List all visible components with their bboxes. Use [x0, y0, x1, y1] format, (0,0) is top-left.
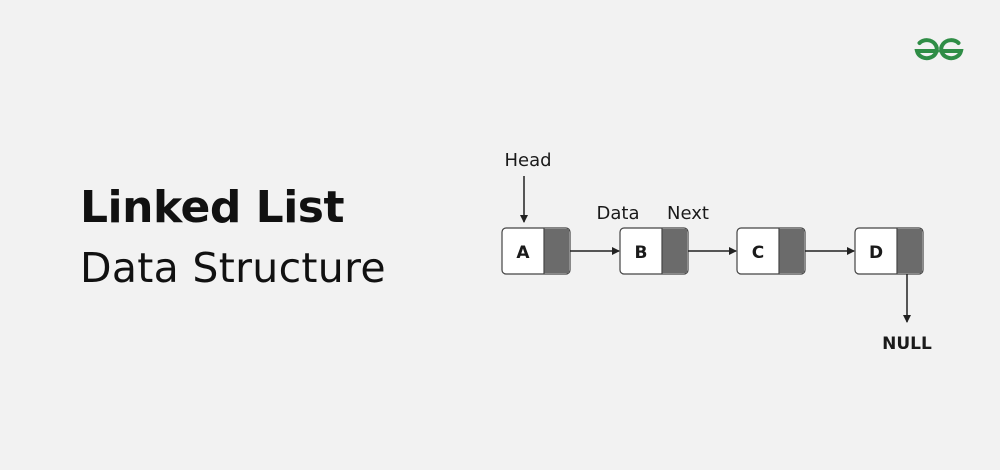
node-a: A	[501, 227, 571, 275]
title-line-2: Data Structure	[80, 244, 386, 292]
node-label: A	[516, 243, 530, 263]
node-label: D	[869, 243, 883, 263]
node-d: D	[854, 227, 924, 275]
node-c: C	[736, 227, 806, 275]
node-next-cell	[779, 229, 804, 273]
node-next-cell	[544, 229, 569, 273]
node-next-cell	[662, 229, 687, 273]
node-b: B	[619, 227, 689, 275]
next-label: Next	[667, 203, 709, 224]
title-line-1: Linked List	[80, 182, 345, 233]
null-label: NULL	[882, 334, 932, 354]
node-label: C	[752, 243, 764, 263]
node-next-cell	[897, 229, 922, 273]
title-block: Linked List Data Structure	[80, 180, 386, 296]
data-label: Data	[597, 203, 640, 224]
gfg-logo-icon	[914, 38, 964, 61]
head-label: Head	[504, 150, 551, 171]
node-label: B	[635, 243, 648, 263]
